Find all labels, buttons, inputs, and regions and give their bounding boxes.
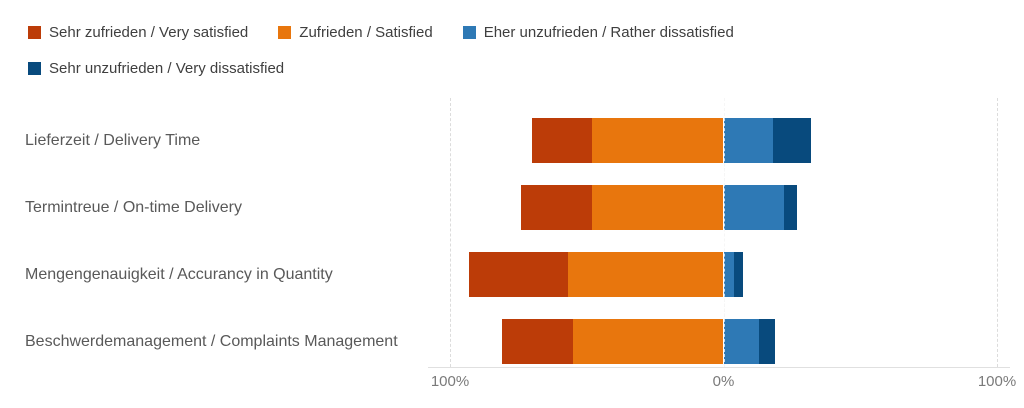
- bar-segment-eher-unzufrieden[interactable]: [723, 118, 773, 163]
- legend-item-sehr-zufrieden[interactable]: Sehr zufrieden / Very satisfied: [28, 24, 248, 41]
- legend-row-2: Sehr unzufrieden / Very dissatisfied: [28, 60, 284, 77]
- bar-segment-eher-unzufrieden[interactable]: [723, 185, 784, 230]
- legend-row-1: Sehr zufrieden / Very satisfied Zufrieden…: [28, 24, 734, 41]
- legend-swatch-icon: [28, 26, 41, 39]
- bar-segment-zufrieden[interactable]: [592, 118, 724, 163]
- bar-segment-eher-unzufrieden[interactable]: [723, 319, 760, 364]
- x-tick-label-1: 0%: [712, 373, 735, 390]
- bar-segment-zufrieden[interactable]: [573, 319, 724, 364]
- legend-item-label: Sehr unzufrieden / Very dissatisfied: [49, 60, 285, 77]
- gridline-0: [450, 98, 451, 367]
- bar-segment-sehr-zufrieden[interactable]: [469, 252, 568, 297]
- legend-item-eher-unzufrieden[interactable]: Eher unzufrieden / Rather dissatisfied: [462, 24, 734, 41]
- bar-segment-zufrieden[interactable]: [567, 252, 724, 297]
- bar-segment-eher-unzufrieden[interactable]: [723, 252, 735, 297]
- legend-item-label: Eher unzufrieden / Rather dissatisfied: [483, 24, 734, 41]
- x-tick-label-2: 100%: [977, 373, 1017, 390]
- zero-axis-line: [723, 98, 725, 367]
- legend-item-label: Zufrieden / Satisfied: [299, 24, 433, 41]
- x-tick-label-0: 100%: [430, 373, 470, 390]
- legend-swatch-icon: [462, 26, 476, 39]
- bar-segment-sehr-unzufrieden[interactable]: [759, 319, 776, 364]
- x-axis-line: [428, 367, 1010, 368]
- bar-segment-sehr-zufrieden[interactable]: [532, 118, 593, 163]
- bar-segment-sehr-zufrieden[interactable]: [501, 319, 574, 364]
- bar-segment-sehr-unzufrieden[interactable]: [734, 252, 743, 297]
- legend-swatch-icon: [28, 62, 41, 75]
- category-label: Mengengenauigkeit / Accurancy in Quantit…: [25, 265, 333, 283]
- legend-item-zufrieden[interactable]: Zufrieden / Satisfied: [278, 24, 433, 41]
- category-label: Beschwerdemanagement / Complaints Manage…: [25, 332, 398, 350]
- category-label: Lieferzeit / Delivery Time: [25, 131, 201, 149]
- legend-swatch-icon: [278, 26, 292, 39]
- bar-segment-sehr-unzufrieden[interactable]: [772, 118, 811, 163]
- bar-segment-sehr-zufrieden[interactable]: [521, 185, 593, 230]
- legend-item-sehr-unzufrieden[interactable]: Sehr unzufrieden / Very dissatisfied: [28, 60, 284, 77]
- category-label: Termintreue / On-time Delivery: [25, 198, 242, 216]
- gridline-2: [997, 98, 998, 367]
- legend-item-label: Sehr zufrieden / Very satisfied: [49, 24, 249, 41]
- bar-segment-sehr-unzufrieden[interactable]: [783, 185, 798, 230]
- bar-segment-zufrieden[interactable]: [592, 185, 724, 230]
